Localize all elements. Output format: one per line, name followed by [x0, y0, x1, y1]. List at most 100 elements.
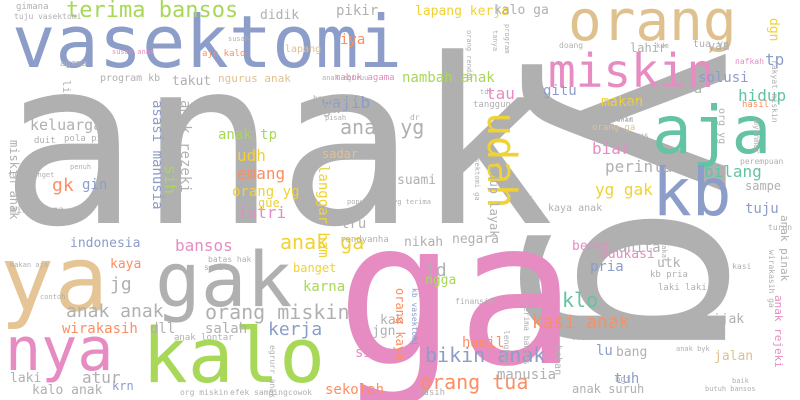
word-penuh: penuh — [70, 163, 92, 171]
word-tuju: tuju — [745, 201, 779, 217]
word-myanmar: myanmar — [752, 120, 761, 154]
word-sampe: sampe — [745, 179, 782, 193]
word-lengkap: lengkap — [502, 330, 511, 364]
word-istri: istri — [238, 203, 287, 222]
word-kasih: kasih — [418, 388, 446, 398]
word-edukasi: edukasi — [600, 247, 655, 262]
word-krn: krn — [112, 379, 134, 393]
word-turun: turun — [768, 223, 793, 232]
word-baik: baik — [732, 377, 749, 385]
word-contoh: contoh — [40, 293, 66, 301]
word-ngurus-anak: ngurus anak — [218, 72, 291, 85]
word-tanggung: tanggung — [473, 100, 517, 110]
word-orang-yg: orang yg — [232, 184, 300, 200]
word-langgar-ham: langgar ham — [315, 165, 331, 258]
word-nafkah: nafkah — [735, 57, 764, 66]
word-atur: atur — [82, 368, 121, 387]
word-dr: dr — [410, 113, 420, 122]
word-si: si — [355, 345, 372, 361]
word-kb: kb — [652, 154, 732, 231]
word-solusi: solusi — [698, 70, 749, 86]
word-kasi-anak: kasi anak — [532, 312, 630, 333]
word-suami: suami — [397, 173, 437, 188]
word-sih: sih — [161, 165, 180, 194]
word-bikin: bikin — [82, 107, 107, 116]
word-wirakasih-ga: wirakasih ga — [767, 250, 776, 308]
word-gw: gw — [322, 98, 342, 117]
word-kaya: kaya — [110, 257, 142, 272]
word-lapang: lapang — [285, 44, 322, 55]
word-anak-anak: anak anak — [66, 301, 164, 322]
word-program-kb: program kb — [100, 73, 161, 84]
word-terima-bansos: terima bansos — [66, 0, 239, 23]
word-karna: karna — [303, 279, 346, 295]
word-lu: lu — [596, 343, 613, 359]
word-orang-tua: orang tua — [420, 370, 529, 394]
word-perintah: perintah — [605, 157, 683, 176]
word-butuh-bansos: butuh bansos — [705, 385, 756, 393]
word-nambah-anak: nambah anak — [402, 70, 495, 86]
word-ngga: ngga — [425, 273, 457, 288]
word-anak-ga: anak ga — [280, 230, 365, 254]
word-jalan: jalan — [714, 349, 754, 364]
word-salah: salah — [205, 321, 248, 337]
word-bansos: bansos — [175, 236, 233, 255]
word-rakyat-miskin: rakyat miskin — [770, 60, 779, 123]
word-batas: batas — [512, 194, 534, 202]
word-pikir: pikir — [336, 3, 379, 19]
word-biar: biar — [592, 139, 631, 158]
word-takut: takut — [172, 74, 212, 89]
word-aja: aja — [652, 92, 772, 169]
word-utk: utk — [657, 256, 681, 271]
word-lapang-kerja: lapang kerja — [415, 4, 509, 19]
word-kb-vasektomi: kb vasektomi — [410, 288, 419, 346]
word-kaya-anak: kaya anak — [548, 203, 603, 214]
word-banget: banget — [293, 261, 337, 275]
word-gue: gue — [258, 196, 280, 210]
word-anak: anak — [0, 11, 554, 278]
word-yg-terima: yg terima — [393, 198, 431, 206]
word-manusia: manusia — [497, 367, 557, 383]
word-kalo: kalo — [142, 311, 326, 400]
word-makan-aja: makan aja — [10, 261, 48, 269]
word-cowok: cowok — [288, 388, 313, 397]
word-org-yg: org yg — [716, 108, 727, 145]
word-iya: iya — [340, 32, 366, 48]
word-susah-anak: susah anak — [112, 48, 155, 56]
word-batas-hak: batas hak — [208, 255, 252, 264]
word-kalo-ga: kalo ga — [494, 3, 549, 18]
word-pola-pikir: pola pikir — [64, 134, 119, 144]
word-orang-miskin: orang miskin — [205, 300, 350, 324]
word-tdk: tdk — [480, 88, 493, 96]
word-kb-pria: kb pria — [650, 270, 688, 280]
word-orang: orang — [568, 0, 737, 54]
word-yg-gak: yg gak — [595, 180, 653, 199]
word-org-miskin: org miskin — [180, 388, 229, 397]
word-jd: jd — [425, 260, 447, 281]
word-dll: dll — [150, 321, 176, 337]
word-ya: ya — [0, 227, 109, 332]
word-bikin-anak: bikin anak — [425, 343, 546, 367]
word-makan: makan — [601, 94, 644, 110]
word-mudah: mudah — [441, 130, 449, 152]
word-hidup: hidup — [738, 86, 787, 105]
word-anak-byk: anak byk — [676, 345, 710, 353]
word-indonesia: indonesia — [70, 236, 141, 251]
word-anak-lontar: anak lontar — [174, 333, 234, 343]
word-vasektomi-ga: vasektomi ga — [473, 150, 481, 201]
word-nikah: nikah — [404, 235, 444, 250]
word-duit: duit — [34, 136, 56, 146]
word-kerja: kerja — [268, 319, 323, 340]
word-gak: gak — [155, 235, 293, 324]
word-org-urus: org urus — [610, 131, 649, 140]
word-gimana: gimana — [16, 2, 49, 12]
word-sekolah: sekolah — [325, 382, 385, 398]
word-jgn: jgn — [372, 324, 396, 339]
word-negara: negara — [452, 232, 499, 247]
word-paham: paham — [612, 116, 634, 124]
word-bang: bang — [616, 345, 648, 360]
word-klo: klo — [562, 288, 599, 312]
word-egrurr-anak: egrurr anak — [268, 345, 277, 398]
word-tuh: tuh — [614, 371, 640, 387]
